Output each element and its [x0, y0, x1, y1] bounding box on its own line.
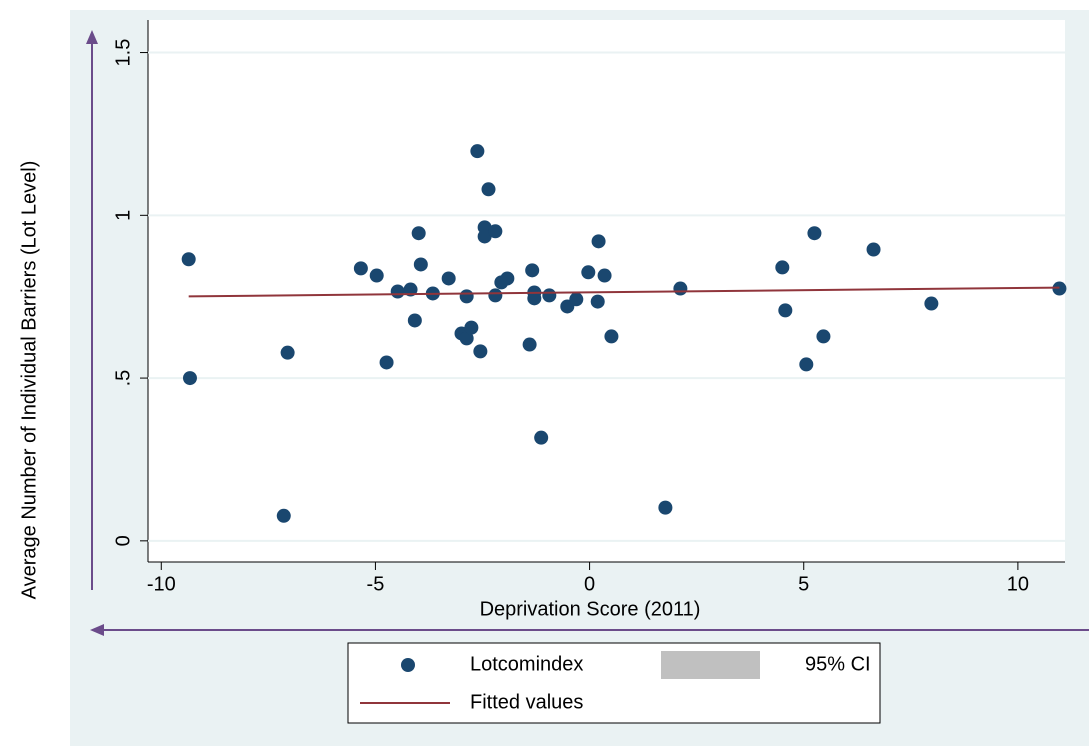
legend-label: 95% CI	[805, 653, 871, 675]
point	[276, 508, 291, 523]
point	[924, 296, 939, 311]
point	[775, 260, 790, 275]
legend-label: Fitted values	[470, 691, 583, 713]
point	[591, 234, 606, 249]
point	[379, 355, 394, 370]
point	[569, 292, 584, 307]
legend-label: Lotcomindex	[470, 653, 583, 675]
point	[407, 313, 422, 328]
point	[477, 229, 492, 244]
point	[522, 337, 537, 352]
point	[181, 252, 196, 267]
x-arrow-head	[90, 624, 104, 636]
point	[403, 282, 418, 297]
point	[816, 329, 831, 344]
y-tick-label: 0	[112, 535, 134, 546]
point	[500, 271, 515, 286]
point	[534, 430, 549, 445]
y-tick-label: 1.5	[112, 39, 134, 67]
legend	[347, 642, 881, 724]
point	[488, 224, 503, 239]
legend-marker	[401, 658, 415, 672]
y-axis-title: Average Number of Individual Barriers (L…	[18, 161, 40, 600]
point	[673, 281, 688, 296]
x-tick-label: -10	[147, 573, 176, 595]
point	[464, 320, 479, 335]
x-tick-label: 0	[584, 573, 595, 595]
point	[807, 226, 822, 241]
point	[527, 291, 542, 306]
y-tick-label: 1	[112, 210, 134, 221]
point	[411, 226, 426, 241]
point	[459, 331, 474, 346]
x-tick-label: 5	[798, 573, 809, 595]
point	[280, 345, 295, 360]
plot-area	[148, 20, 1065, 562]
point	[369, 268, 384, 283]
point	[799, 357, 814, 372]
point	[542, 288, 557, 303]
point	[390, 284, 405, 299]
y-arrow-head	[86, 30, 98, 44]
point	[353, 261, 368, 276]
legend-swatch	[661, 651, 760, 679]
y-tick-label: .5	[112, 370, 134, 387]
point	[413, 257, 428, 272]
point	[866, 242, 881, 257]
point	[778, 303, 793, 318]
point	[459, 289, 474, 304]
point	[182, 371, 197, 386]
point	[441, 271, 456, 286]
point	[597, 268, 612, 283]
x-tick-label: 10	[1007, 573, 1029, 595]
point	[604, 329, 619, 344]
point	[658, 500, 673, 515]
point	[590, 294, 605, 309]
x-tick-label: -5	[367, 573, 385, 595]
point	[581, 265, 596, 280]
point	[473, 344, 488, 359]
x-axis-title: Deprivation Score (2011)	[480, 598, 701, 620]
fit-line	[188, 286, 1060, 298]
point	[488, 288, 503, 303]
point	[525, 263, 540, 278]
point	[470, 144, 485, 159]
point	[481, 182, 496, 197]
